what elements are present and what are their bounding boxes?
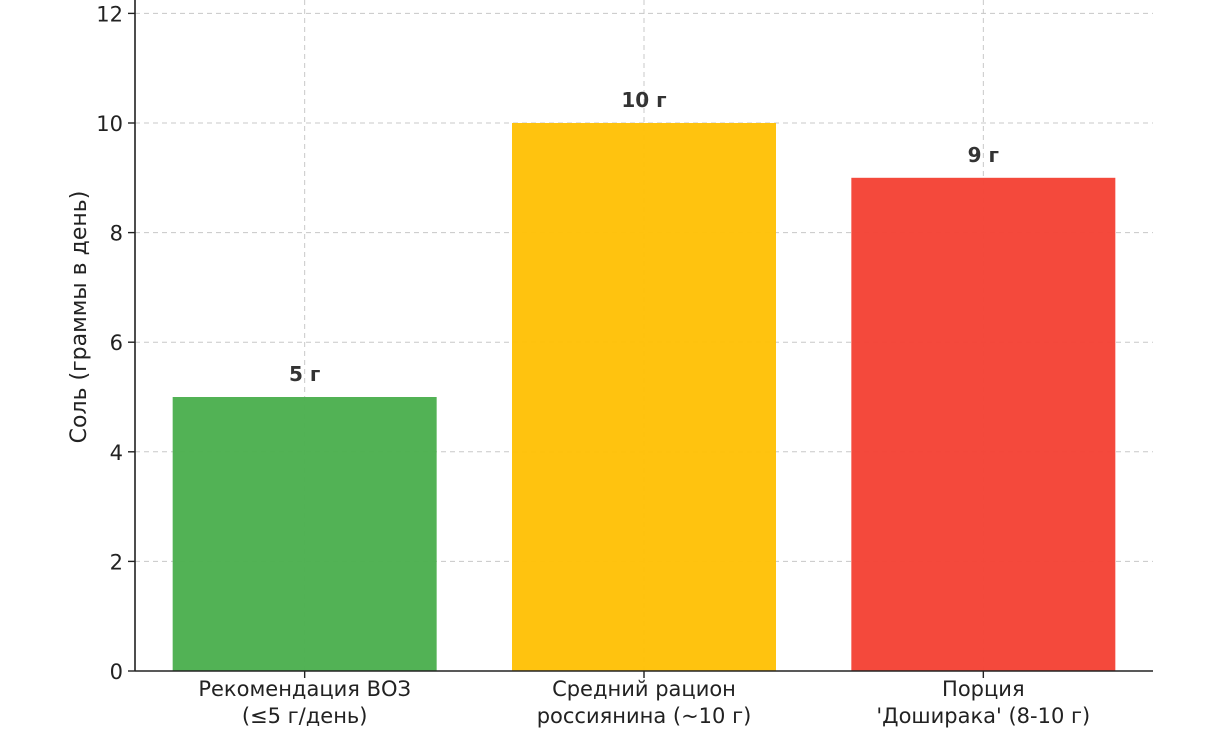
bar xyxy=(172,397,437,671)
y-tick-label: 0 xyxy=(110,660,123,684)
y-tick-label: 6 xyxy=(110,331,123,355)
x-category-label: Средний рацион xyxy=(552,677,736,701)
x-category-label: россиянина (~10 г) xyxy=(537,704,752,728)
bar-value-label: 9 г xyxy=(968,143,999,167)
y-tick-label: 2 xyxy=(110,550,123,574)
x-category-label: Порция xyxy=(942,677,1025,701)
bars xyxy=(172,123,1116,672)
x-category-label: Рекомендация ВОЗ xyxy=(198,677,411,701)
bar xyxy=(851,177,1116,672)
labels: 0 2 4 6 8 10 12 5 г Рекомендация ВОЗ (≤5 г/день) 1… xyxy=(96,2,1090,728)
bar-value-label: 5 г xyxy=(289,362,320,386)
x-category-label: (≤5 г/день) xyxy=(242,704,368,728)
y-tick-label: 8 xyxy=(110,222,123,246)
y-axis-title: Соль (граммы в день) xyxy=(67,191,92,444)
y-tick-label: 4 xyxy=(110,441,123,465)
x-category-label: 'Доширака' (8-10 г) xyxy=(876,704,1090,728)
bar xyxy=(512,123,776,671)
axes xyxy=(128,0,1153,678)
bar-value-label: 10 г xyxy=(621,88,666,112)
y-tick-label: 10 xyxy=(96,112,123,136)
y-tick-label: 12 xyxy=(96,2,123,26)
